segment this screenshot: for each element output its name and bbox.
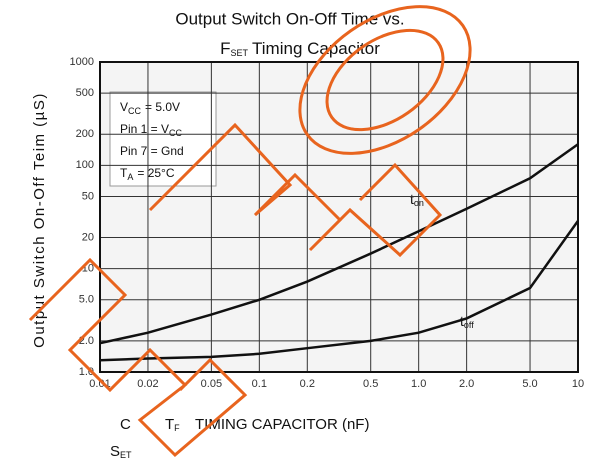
x-label-part: SET — [110, 443, 132, 460]
annotation-part: = 5.0V — [145, 100, 180, 114]
y-tick-label: 20 — [82, 231, 94, 243]
y-tick-label: 1000 — [70, 56, 94, 68]
annotation-part: T — [120, 166, 128, 180]
x-label-part: TF — [165, 416, 180, 433]
y-tick-label: 500 — [76, 87, 94, 99]
annotation: Pin 1 = VCC — [120, 122, 183, 138]
x-axis-label: TIMING CAPACITOR (nF) — [195, 416, 369, 433]
y-tick-label: 5.0 — [79, 294, 94, 306]
annotation-part: Pin 7 = Gnd — [120, 144, 184, 158]
annotation: Pin 7 = Gnd — [120, 144, 184, 158]
y-tick-label: 100 — [76, 159, 94, 171]
annotation-part: Pin 1 = V — [120, 122, 169, 136]
line-series — [99, 220, 580, 362]
annotation-frame — [109, 91, 217, 187]
x-tick-label: 0.2 — [300, 378, 315, 390]
watermark-zigzag — [148, 122, 443, 258]
x-tick-label: 1.0 — [411, 378, 426, 390]
x-label-part: C — [120, 416, 131, 433]
chart-title: Output Switch On-Off Time vs. — [175, 9, 404, 28]
x-tick-label: 0.1 — [252, 378, 267, 390]
annotation-part: V — [120, 100, 128, 114]
annotation: TA = 25°C — [120, 166, 175, 182]
x-tick-label: 0.5 — [363, 378, 378, 390]
annotation-part: = 25°C — [137, 166, 174, 180]
x-tick-label: 5.0 — [522, 378, 537, 390]
watermark-ring — [325, 28, 445, 132]
line-series — [99, 143, 579, 345]
y-axis-label: Output Switch On-Off Teim (µS) — [31, 92, 48, 348]
x-tick-label: 2.0 — [459, 378, 474, 390]
watermark-zigzag — [28, 257, 248, 458]
x-tick-label: 0.02 — [137, 378, 158, 390]
watermark — [28, 5, 472, 458]
x-tick-label: 0.05 — [201, 378, 222, 390]
y-tick-label: 200 — [76, 128, 94, 140]
y-tick-label: 50 — [82, 190, 94, 202]
annotation-part: A — [127, 172, 133, 182]
watermark-ring — [298, 5, 472, 155]
annotation-part: CC — [169, 128, 182, 138]
plot-frame — [99, 61, 579, 373]
chart-title-line2: FSET Timing Capacitor — [220, 39, 380, 58]
annotation: VCC = 5.0V — [120, 100, 180, 116]
x-tick-label: 10 — [572, 378, 584, 390]
annotation-part: CC — [128, 106, 141, 116]
